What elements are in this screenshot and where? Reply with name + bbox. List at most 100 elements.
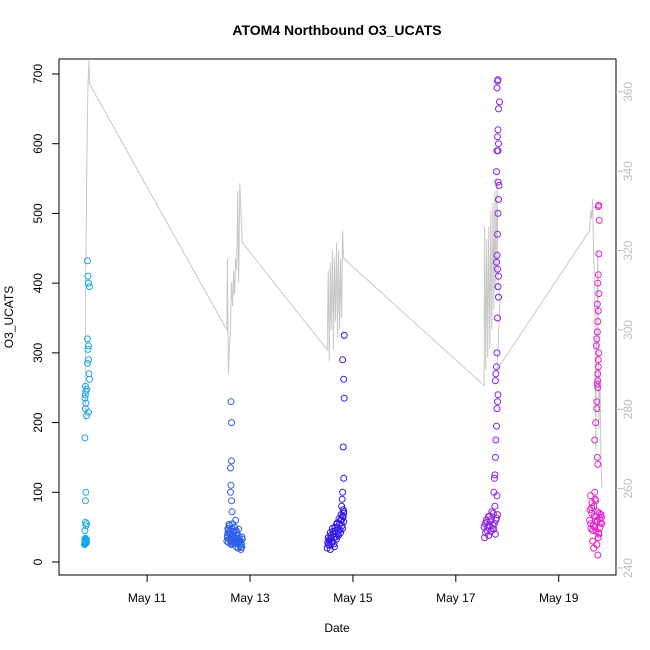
data-point: [594, 534, 602, 542]
data-point: [84, 335, 91, 343]
data-point: [494, 391, 502, 399]
data-point: [494, 265, 501, 273]
data-point: [491, 502, 499, 510]
data-point: [84, 345, 92, 353]
data-point: [594, 384, 602, 392]
data-point: [595, 250, 603, 258]
data-point: [338, 495, 346, 503]
data-point: [594, 356, 602, 364]
data-point: [593, 300, 601, 308]
data-point: [84, 257, 91, 265]
data-point: [494, 147, 502, 155]
data-point: [595, 216, 603, 224]
data-point: [85, 279, 92, 287]
points-layer: [80, 76, 606, 559]
data-point: [594, 377, 602, 385]
x-tick-label: May 11: [128, 591, 167, 605]
data-point: [84, 272, 92, 280]
data-point: [488, 508, 496, 516]
data-point: [494, 209, 502, 217]
data-point: [493, 84, 501, 92]
data-point: [595, 201, 603, 209]
series-5: [586, 201, 606, 559]
data-point: [495, 196, 502, 203]
data-point: [495, 140, 502, 148]
data-point: [483, 518, 491, 526]
data-point: [593, 453, 601, 461]
data-point: [494, 178, 502, 186]
data-point: [594, 370, 602, 378]
series-4: [480, 76, 503, 542]
data-point: [81, 434, 89, 442]
data-point: [232, 516, 240, 524]
y2-tick-label: 240: [621, 558, 635, 578]
y2-tick-label: 360: [621, 82, 635, 102]
data-point: [588, 504, 596, 512]
data-point: [326, 541, 334, 549]
data-point: [340, 474, 348, 482]
data-point: [495, 182, 503, 189]
y-tick-label: 400: [31, 273, 45, 293]
data-point: [492, 436, 500, 444]
data-point: [495, 105, 502, 113]
y2-tick-label: 280: [621, 399, 635, 419]
data-point: [496, 98, 503, 106]
data-point: [493, 405, 501, 413]
data-point: [229, 527, 237, 535]
data-point: [594, 318, 602, 325]
y2-tick-label: 300: [621, 320, 635, 340]
data-point: [81, 382, 89, 390]
data-point: [594, 279, 602, 287]
data-point: [493, 363, 500, 371]
data-point: [85, 342, 92, 350]
series-2: [223, 398, 246, 553]
data-point: [227, 488, 234, 496]
data-point: [227, 398, 235, 406]
data-point: [494, 283, 502, 291]
y-tick-label: 0: [31, 558, 45, 565]
data-point: [493, 422, 500, 430]
data-point: [333, 520, 340, 528]
data-point: [227, 534, 235, 542]
data-point: [596, 523, 604, 531]
y-axis: 0 100 200 300 400 500 600 700: [31, 64, 59, 565]
data-point: [591, 488, 599, 496]
data-point: [83, 520, 90, 528]
data-point: [494, 126, 502, 134]
data-point: [227, 481, 235, 489]
right-axis-line-layer: [84, 60, 603, 489]
y-tick-label: 700: [31, 64, 45, 84]
data-point: [330, 543, 338, 551]
data-point: [490, 525, 498, 533]
data-point: [234, 532, 242, 539]
y2-tick-label: 320: [621, 240, 635, 260]
data-point: [591, 436, 599, 444]
data-point: [81, 497, 89, 505]
chart-title: ATOM4 Northbound O3_UCATS: [232, 22, 441, 38]
data-point: [339, 488, 347, 496]
data-point: [231, 539, 239, 547]
data-point: [597, 511, 605, 519]
y-tick-label: 600: [31, 133, 45, 153]
data-point: [236, 538, 244, 546]
data-point: [494, 398, 501, 406]
plot-frame: [58, 58, 617, 576]
data-point: [489, 521, 497, 529]
data-point: [83, 412, 90, 420]
data-point: [238, 543, 246, 551]
data-point: [490, 474, 498, 482]
data-point: [495, 272, 502, 280]
series-1: [80, 257, 93, 549]
y-tick-label: 200: [31, 412, 45, 432]
data-point: [493, 168, 500, 176]
data-point: [228, 419, 235, 427]
data-point: [595, 290, 603, 298]
data-point: [495, 293, 502, 301]
data-point: [589, 522, 597, 530]
data-point: [81, 535, 89, 543]
data-point: [340, 331, 348, 339]
data-point: [586, 506, 594, 514]
x-tick-label: May 13: [230, 591, 270, 605]
data-point: [225, 520, 233, 528]
data-point: [81, 527, 89, 535]
